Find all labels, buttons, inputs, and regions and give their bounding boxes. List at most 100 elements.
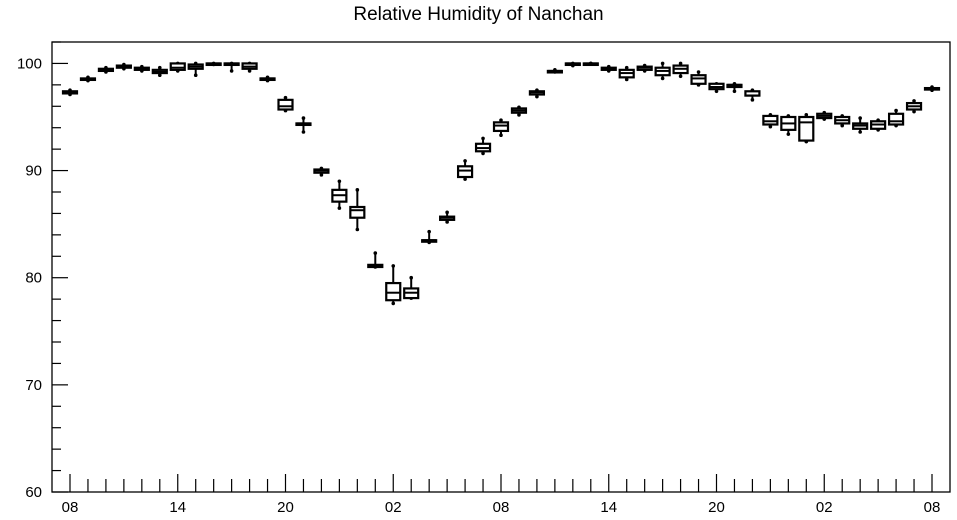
y-tick-label: 80: [25, 270, 42, 287]
box-37: [726, 81, 743, 94]
box-36: [708, 81, 725, 94]
x-tick-label: 14: [600, 499, 617, 516]
x-tick-label: 02: [385, 499, 402, 516]
max-marker: [283, 95, 288, 100]
box-15: [331, 179, 348, 210]
box-4: [133, 64, 150, 73]
max-marker: [391, 264, 396, 268]
max-marker: [481, 136, 485, 141]
box-23: [474, 136, 492, 156]
box-48: [923, 85, 941, 93]
y-tick-label: 90: [25, 163, 42, 180]
min-marker: [445, 220, 449, 224]
y-tick-label: 70: [25, 377, 42, 394]
max-marker: [894, 108, 898, 113]
box-19: [403, 275, 420, 300]
max-marker: [301, 116, 306, 120]
min-marker: [355, 227, 360, 232]
min-marker: [714, 89, 719, 94]
min-marker: [337, 206, 342, 210]
box-5: [151, 65, 168, 78]
min-marker: [499, 133, 503, 138]
box-10: [241, 61, 258, 73]
max-marker: [858, 116, 862, 120]
x-tick-label: 08: [493, 499, 510, 516]
box-42: [816, 110, 833, 121]
max-marker: [678, 61, 683, 66]
min-marker: [858, 130, 862, 134]
box-30: [600, 64, 617, 73]
box-11: [259, 75, 276, 83]
min-marker: [660, 76, 665, 81]
box-2: [97, 65, 115, 74]
iqr-box: [762, 114, 779, 126]
min-marker: [247, 69, 252, 73]
max-marker: [373, 251, 378, 255]
x-tick-label: 02: [816, 499, 833, 516]
iqr-box: [798, 115, 815, 142]
min-marker: [912, 109, 916, 114]
iqr-box: [277, 98, 294, 111]
x-tick-label: 08: [62, 499, 79, 516]
box-12: [277, 95, 294, 113]
min-marker: [535, 94, 539, 99]
box-22: [456, 159, 474, 181]
box-3: [115, 62, 132, 71]
y-tick-label: 60: [25, 484, 42, 501]
iqr-box: [492, 121, 510, 133]
box-33: [654, 61, 671, 81]
box-41: [798, 113, 815, 144]
box-34: [672, 61, 689, 79]
box-40: [780, 114, 797, 136]
box-27: [546, 68, 563, 74]
min-marker: [229, 69, 234, 73]
y-tick-label: 100: [17, 55, 42, 72]
box-43: [834, 114, 851, 128]
box-9: [223, 61, 240, 73]
plot-frame: [51, 41, 951, 493]
box-35: [690, 70, 707, 87]
max-marker: [499, 118, 503, 123]
min-marker: [840, 123, 845, 128]
min-marker: [624, 77, 629, 82]
max-marker: [463, 159, 467, 163]
boxplot-series: [61, 61, 941, 306]
iqr-box: [349, 205, 366, 219]
plot-axes: 60 70 80 90 100 08 14 20 02 08 14 20 02 08: [17, 41, 951, 516]
box-1: [79, 75, 97, 83]
max-marker: [157, 65, 162, 70]
box-45: [870, 118, 887, 132]
iqr-box: [385, 281, 402, 302]
min-marker: [732, 89, 737, 94]
box-21: [439, 210, 456, 224]
max-marker: [912, 99, 916, 103]
box-6: [169, 61, 186, 73]
box-0: [61, 88, 79, 97]
box-16: [349, 188, 366, 232]
max-marker: [445, 210, 449, 215]
max-marker: [660, 61, 665, 66]
iqr-box: [169, 62, 186, 71]
min-marker: [157, 73, 162, 78]
chart-title: Relative Humidity of Nanchan: [353, 4, 604, 25]
min-marker: [678, 74, 683, 79]
box-18: [385, 264, 402, 306]
max-marker: [355, 188, 360, 192]
max-marker: [409, 275, 414, 280]
min-marker: [786, 132, 791, 136]
min-marker: [193, 73, 198, 78]
min-marker: [301, 130, 306, 134]
box-38: [744, 88, 761, 102]
x-tick-label: 08: [924, 499, 941, 516]
box-14: [313, 166, 330, 177]
box-29: [582, 61, 599, 67]
max-marker: [696, 70, 701, 74]
box-31: [618, 65, 635, 82]
box-39: [762, 113, 779, 129]
box-7: [187, 61, 204, 78]
max-marker: [624, 65, 629, 70]
box-44: [852, 116, 869, 134]
x-tick-label: 14: [169, 499, 186, 516]
box-47: [905, 99, 923, 114]
